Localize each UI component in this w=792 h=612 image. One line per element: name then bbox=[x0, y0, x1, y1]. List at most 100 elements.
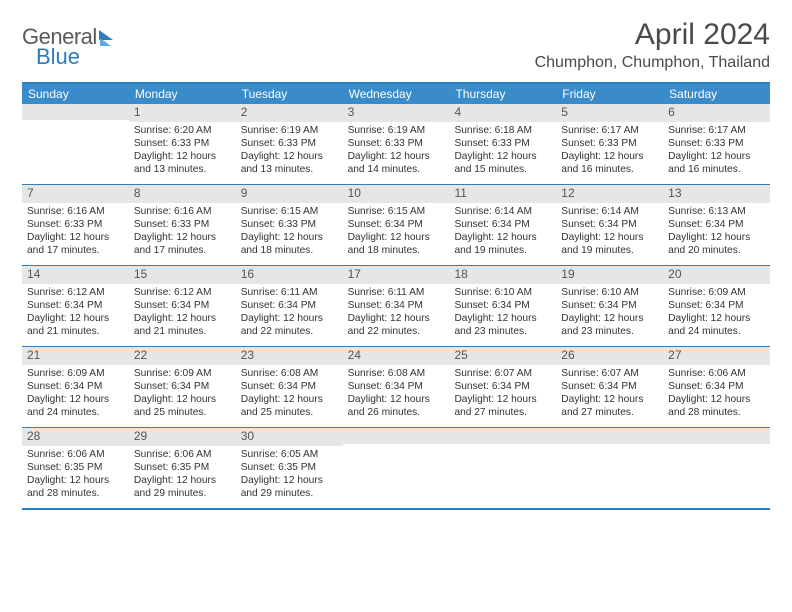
day-body: Sunrise: 6:13 AMSunset: 6:34 PMDaylight:… bbox=[663, 203, 770, 262]
day-body: Sunrise: 6:08 AMSunset: 6:34 PMDaylight:… bbox=[236, 365, 343, 424]
day-body: Sunrise: 6:16 AMSunset: 6:33 PMDaylight:… bbox=[129, 203, 236, 262]
daylight-text: Daylight: 12 hours and 22 minutes. bbox=[241, 312, 338, 339]
sunrise-text: Sunrise: 6:11 AM bbox=[348, 286, 445, 299]
logo-text-2: Blue bbox=[36, 44, 80, 70]
sunset-text: Sunset: 6:34 PM bbox=[668, 380, 765, 393]
sunset-text: Sunset: 6:34 PM bbox=[348, 380, 445, 393]
sunrise-text: Sunrise: 6:14 AM bbox=[561, 205, 658, 218]
logo-sail-icon bbox=[99, 30, 113, 40]
day-number: 21 bbox=[22, 347, 129, 365]
sunset-text: Sunset: 6:34 PM bbox=[561, 380, 658, 393]
daylight-text: Daylight: 12 hours and 29 minutes. bbox=[241, 474, 338, 501]
sunset-text: Sunset: 6:34 PM bbox=[668, 218, 765, 231]
sunrise-text: Sunrise: 6:18 AM bbox=[454, 124, 551, 137]
sunset-text: Sunset: 6:34 PM bbox=[134, 299, 231, 312]
sunrise-text: Sunrise: 6:15 AM bbox=[348, 205, 445, 218]
sunset-text: Sunset: 6:34 PM bbox=[668, 299, 765, 312]
sunrise-text: Sunrise: 6:19 AM bbox=[241, 124, 338, 137]
sunset-text: Sunset: 6:33 PM bbox=[27, 218, 124, 231]
day-number bbox=[556, 428, 663, 444]
sunrise-text: Sunrise: 6:12 AM bbox=[27, 286, 124, 299]
day-number: 11 bbox=[449, 185, 556, 203]
day-cell: 12Sunrise: 6:14 AMSunset: 6:34 PMDayligh… bbox=[556, 185, 663, 265]
day-body: Sunrise: 6:07 AMSunset: 6:34 PMDaylight:… bbox=[556, 365, 663, 424]
day-number: 18 bbox=[449, 266, 556, 284]
daylight-text: Daylight: 12 hours and 14 minutes. bbox=[348, 150, 445, 177]
sunset-text: Sunset: 6:33 PM bbox=[668, 137, 765, 150]
day-number: 16 bbox=[236, 266, 343, 284]
daylight-text: Daylight: 12 hours and 29 minutes. bbox=[134, 474, 231, 501]
day-cell: 23Sunrise: 6:08 AMSunset: 6:34 PMDayligh… bbox=[236, 347, 343, 427]
sunrise-text: Sunrise: 6:07 AM bbox=[454, 367, 551, 380]
day-body: Sunrise: 6:06 AMSunset: 6:35 PMDaylight:… bbox=[129, 446, 236, 505]
day-body: Sunrise: 6:20 AMSunset: 6:33 PMDaylight:… bbox=[129, 122, 236, 181]
week-row: 21Sunrise: 6:09 AMSunset: 6:34 PMDayligh… bbox=[22, 346, 770, 427]
day-cell: 2Sunrise: 6:19 AMSunset: 6:33 PMDaylight… bbox=[236, 104, 343, 184]
sunset-text: Sunset: 6:33 PM bbox=[134, 218, 231, 231]
day-body: Sunrise: 6:19 AMSunset: 6:33 PMDaylight:… bbox=[236, 122, 343, 181]
day-number bbox=[22, 104, 129, 120]
sunrise-text: Sunrise: 6:17 AM bbox=[561, 124, 658, 137]
week-row: 14Sunrise: 6:12 AMSunset: 6:34 PMDayligh… bbox=[22, 265, 770, 346]
daylight-text: Daylight: 12 hours and 26 minutes. bbox=[348, 393, 445, 420]
day-body: Sunrise: 6:07 AMSunset: 6:34 PMDaylight:… bbox=[449, 365, 556, 424]
day-cell: 17Sunrise: 6:11 AMSunset: 6:34 PMDayligh… bbox=[343, 266, 450, 346]
sunset-text: Sunset: 6:34 PM bbox=[27, 299, 124, 312]
day-number: 9 bbox=[236, 185, 343, 203]
location-text: Chumphon, Chumphon, Thailand bbox=[535, 54, 770, 72]
day-number: 12 bbox=[556, 185, 663, 203]
sunset-text: Sunset: 6:34 PM bbox=[561, 218, 658, 231]
day-cell bbox=[449, 428, 556, 508]
day-cell: 10Sunrise: 6:15 AMSunset: 6:34 PMDayligh… bbox=[343, 185, 450, 265]
sunset-text: Sunset: 6:34 PM bbox=[454, 218, 551, 231]
day-number bbox=[343, 428, 450, 444]
dow-tue: Tuesday bbox=[236, 84, 343, 104]
sunset-text: Sunset: 6:34 PM bbox=[561, 299, 658, 312]
calendar-page: General April 2024 Chumphon, Chumphon, T… bbox=[0, 0, 792, 520]
day-cell: 13Sunrise: 6:13 AMSunset: 6:34 PMDayligh… bbox=[663, 185, 770, 265]
day-body: Sunrise: 6:09 AMSunset: 6:34 PMDaylight:… bbox=[22, 365, 129, 424]
week-row: 7Sunrise: 6:16 AMSunset: 6:33 PMDaylight… bbox=[22, 184, 770, 265]
day-number: 1 bbox=[129, 104, 236, 122]
daylight-text: Daylight: 12 hours and 27 minutes. bbox=[561, 393, 658, 420]
sunrise-text: Sunrise: 6:07 AM bbox=[561, 367, 658, 380]
day-number: 5 bbox=[556, 104, 663, 122]
sunset-text: Sunset: 6:34 PM bbox=[454, 380, 551, 393]
day-cell: 18Sunrise: 6:10 AMSunset: 6:34 PMDayligh… bbox=[449, 266, 556, 346]
daylight-text: Daylight: 12 hours and 13 minutes. bbox=[241, 150, 338, 177]
day-body: Sunrise: 6:10 AMSunset: 6:34 PMDaylight:… bbox=[556, 284, 663, 343]
day-cell bbox=[663, 428, 770, 508]
sunrise-text: Sunrise: 6:08 AM bbox=[241, 367, 338, 380]
sunrise-text: Sunrise: 6:06 AM bbox=[27, 448, 124, 461]
daylight-text: Daylight: 12 hours and 24 minutes. bbox=[27, 393, 124, 420]
title-block: April 2024 Chumphon, Chumphon, Thailand bbox=[535, 18, 770, 72]
sunrise-text: Sunrise: 6:06 AM bbox=[668, 367, 765, 380]
header: General April 2024 Chumphon, Chumphon, T… bbox=[22, 18, 770, 72]
sunrise-text: Sunrise: 6:05 AM bbox=[241, 448, 338, 461]
day-cell: 1Sunrise: 6:20 AMSunset: 6:33 PMDaylight… bbox=[129, 104, 236, 184]
day-cell: 15Sunrise: 6:12 AMSunset: 6:34 PMDayligh… bbox=[129, 266, 236, 346]
dow-fri: Friday bbox=[556, 84, 663, 104]
sunset-text: Sunset: 6:34 PM bbox=[241, 299, 338, 312]
day-number: 30 bbox=[236, 428, 343, 446]
day-cell: 5Sunrise: 6:17 AMSunset: 6:33 PMDaylight… bbox=[556, 104, 663, 184]
sunset-text: Sunset: 6:34 PM bbox=[134, 380, 231, 393]
daylight-text: Daylight: 12 hours and 24 minutes. bbox=[668, 312, 765, 339]
day-body: Sunrise: 6:10 AMSunset: 6:34 PMDaylight:… bbox=[449, 284, 556, 343]
day-cell: 26Sunrise: 6:07 AMSunset: 6:34 PMDayligh… bbox=[556, 347, 663, 427]
sunrise-text: Sunrise: 6:16 AM bbox=[27, 205, 124, 218]
day-cell: 20Sunrise: 6:09 AMSunset: 6:34 PMDayligh… bbox=[663, 266, 770, 346]
day-number: 7 bbox=[22, 185, 129, 203]
daylight-text: Daylight: 12 hours and 28 minutes. bbox=[668, 393, 765, 420]
sunrise-text: Sunrise: 6:10 AM bbox=[454, 286, 551, 299]
day-body: Sunrise: 6:06 AMSunset: 6:35 PMDaylight:… bbox=[22, 446, 129, 505]
sunset-text: Sunset: 6:33 PM bbox=[561, 137, 658, 150]
day-cell: 11Sunrise: 6:14 AMSunset: 6:34 PMDayligh… bbox=[449, 185, 556, 265]
sunrise-text: Sunrise: 6:19 AM bbox=[348, 124, 445, 137]
day-number: 17 bbox=[343, 266, 450, 284]
day-cell: 19Sunrise: 6:10 AMSunset: 6:34 PMDayligh… bbox=[556, 266, 663, 346]
daylight-text: Daylight: 12 hours and 27 minutes. bbox=[454, 393, 551, 420]
weeks-container: 1Sunrise: 6:20 AMSunset: 6:33 PMDaylight… bbox=[22, 104, 770, 508]
day-body: Sunrise: 6:17 AMSunset: 6:33 PMDaylight:… bbox=[663, 122, 770, 181]
sunrise-text: Sunrise: 6:16 AM bbox=[134, 205, 231, 218]
